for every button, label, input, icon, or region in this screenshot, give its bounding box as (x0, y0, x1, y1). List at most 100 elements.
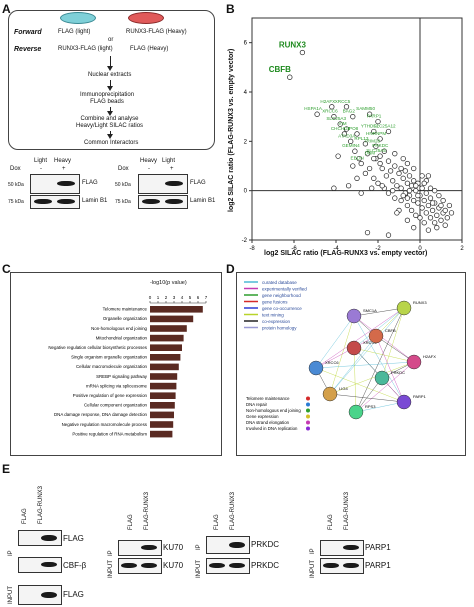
scatter-point (406, 188, 413, 194)
scatter-ytick-label: 0 (244, 189, 248, 195)
arrow-shaft-3 (110, 107, 111, 113)
arrow-head-4 (107, 134, 113, 139)
scatter-point (400, 192, 406, 199)
blot2-dox: Dox (118, 166, 129, 172)
network-node-label: H2AFX (423, 354, 436, 359)
scatter-point (438, 217, 444, 223)
network-edge (315, 361, 415, 369)
blot2-flag (138, 174, 188, 194)
go-bar (150, 430, 173, 438)
blot2-flag-label: FLAG (190, 180, 206, 186)
scatter-point-highlight (377, 136, 383, 142)
scatter-ylabel: log2 SILAC ratio (FLAG-RUNX3 vs. empty v… (228, 48, 235, 212)
network-legend-label: gene co-occurrence (262, 306, 302, 311)
e4-col-flag: FLAG (328, 514, 334, 530)
go-tick-label: 4 (181, 295, 184, 300)
scatter-gene-label: CBFB (269, 65, 291, 74)
scatter-point (364, 151, 371, 157)
go-category-label: Positive regulation of gene expression (73, 393, 148, 398)
scatter-point (331, 185, 337, 191)
scatter-point (358, 190, 364, 196)
scatter-point (392, 195, 398, 201)
scatter-point (402, 168, 408, 174)
go-bar-chart: 0 1 2 3 4 5 6 7 Telomere maintenance Organelle or… (48, 295, 208, 438)
scatter-point (406, 173, 413, 179)
panel-c-letter: C (2, 262, 11, 276)
go-category-label: Mitochondrial organization (96, 335, 148, 340)
panel-a-letter: A (2, 2, 11, 16)
network-legend-label: gene neighborhood (262, 293, 301, 298)
scatter-point (398, 185, 404, 191)
scatter-point (385, 232, 392, 238)
forward-right: RUNX3-FLAG (Heavy) (126, 29, 187, 35)
scatter-point-highlight (350, 114, 356, 120)
network-edge (315, 335, 377, 369)
network-category-dot (306, 426, 310, 431)
scatter-point (417, 215, 423, 221)
scatter-point (411, 178, 417, 184)
scatter-point-highlight (358, 160, 364, 167)
scatter-xtick-label: -6 (291, 246, 297, 252)
scatter-point (434, 212, 440, 218)
scatter-gene-label: HNRNPM (366, 131, 386, 136)
network-category-dot (306, 414, 310, 419)
scatter-point (442, 222, 448, 228)
go-bar (150, 382, 177, 390)
network-edge (329, 393, 405, 403)
forward-left: FLAG (light) (58, 29, 91, 35)
scatter-point-highlight (385, 128, 392, 135)
network-edge (381, 307, 405, 379)
arrow-shaft-2 (110, 80, 111, 88)
scatter-point (404, 180, 411, 186)
scatter-gene-label: CHCHD3 (331, 126, 351, 131)
scatter-point (411, 165, 417, 172)
network-frame (236, 272, 466, 456)
blot2-mw50: 50 kDa (115, 182, 131, 188)
scatter-gene-label: BAG2 (343, 109, 356, 114)
network-edge (375, 335, 415, 363)
go-category-label: SREBP signaling pathway (96, 374, 148, 379)
scatter-point (379, 183, 385, 189)
scatter-point (436, 192, 442, 199)
scatter-gene-label: VIM (338, 121, 346, 126)
scatter-point-highlight (362, 141, 369, 147)
go-bar (150, 315, 194, 323)
panel-e-letter: E (2, 462, 11, 476)
network-node (308, 360, 324, 376)
scatter-point (408, 207, 415, 214)
network-node (322, 386, 338, 402)
network-edge (353, 307, 405, 317)
reverse-label: Reverse (14, 46, 42, 53)
e1-label-cbfb: CBF-β (63, 561, 87, 570)
scatter-gene-label: ATAD3A (338, 133, 356, 138)
go-bar (150, 392, 176, 399)
network-category-label: Involved in DNA replication (246, 426, 298, 431)
go-category-label: Non-homologous end joining (91, 326, 147, 331)
e3-ip-label: IP (196, 544, 202, 550)
go-bar (150, 325, 187, 332)
scatter-gene-label: TRIM28 (364, 138, 381, 143)
network-category-label: DNA repair (246, 402, 268, 407)
workflow-box (8, 10, 215, 150)
e1-blot-flag (18, 530, 62, 546)
network-edge (353, 347, 357, 413)
scatter-point (369, 185, 375, 191)
network-node-label: CBFB (385, 328, 396, 333)
scatter-gene-label: PARP1 (367, 114, 382, 119)
go-bar (150, 344, 182, 351)
blot2-lamin-label: Lamin B1 (190, 198, 216, 204)
blot1-dox: Dox (10, 166, 21, 172)
blot2-col-light: Light (162, 158, 176, 164)
e4-col-runx3: FLAG-RUNX3 (344, 491, 350, 530)
network-category-label: Gene expression (246, 414, 279, 419)
e3-col-flag: FLAG (214, 514, 220, 530)
scatter-point (356, 155, 362, 162)
scatter-point (404, 160, 411, 167)
network-category-label: Non-homologous end joining (246, 408, 301, 413)
scatter-point (345, 183, 352, 189)
scatter-point (419, 173, 425, 179)
e3-input-label: INPUT (196, 560, 202, 578)
network-node-label: RPS3 (365, 404, 376, 409)
scatter-point (442, 207, 448, 214)
